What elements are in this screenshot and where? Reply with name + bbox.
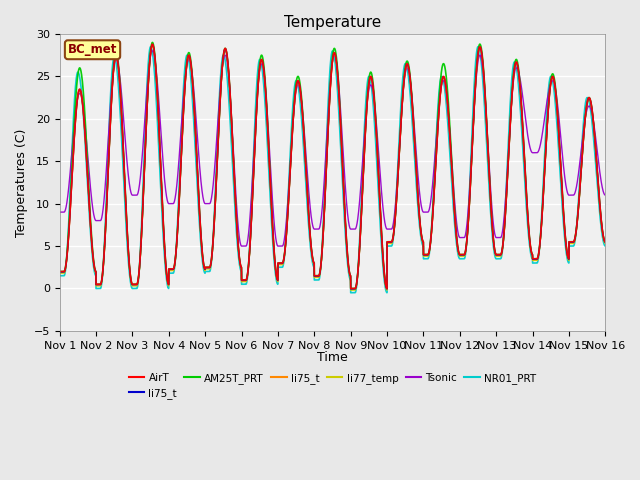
Y-axis label: Temperatures (C): Temperatures (C) <box>15 128 28 237</box>
Legend: AirT, li75_t, AM25T_PRT, li75_t, li77_temp, Tsonic, NR01_PRT: AirT, li75_t, AM25T_PRT, li75_t, li77_te… <box>125 369 541 403</box>
X-axis label: Time: Time <box>317 350 348 364</box>
Text: BC_met: BC_met <box>68 43 117 56</box>
Title: Temperature: Temperature <box>284 15 381 30</box>
